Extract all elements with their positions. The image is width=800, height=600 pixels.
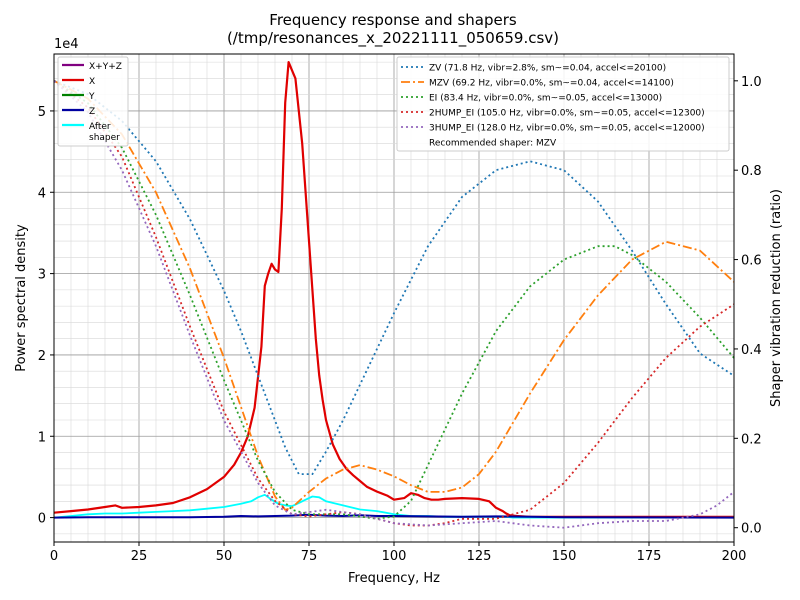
y-tick-label: 0 <box>38 512 46 527</box>
y-tick-label: 4 <box>38 186 46 201</box>
x-tick-label: 125 <box>467 549 492 564</box>
y-right-tick-label: 0.4 <box>741 343 762 358</box>
series-line-x <box>53 60 734 518</box>
x-tick-label: 75 <box>301 549 318 564</box>
x-tick-label: 175 <box>637 549 662 564</box>
y-right-axis-label: Shaper vibration reduction (ratio) <box>769 189 784 407</box>
x-tick-label: 150 <box>552 549 577 564</box>
y-right-tick-label: 0.6 <box>741 254 762 269</box>
legend-right-label: 3HUMP_EI (128.0 Hz, vibr=0.0%, sm~=0.05,… <box>429 124 705 134</box>
x-tick-label: 200 <box>722 549 747 564</box>
legend-right: ZV (71.8 Hz, vibr=2.8%, sm~=0.04, accel<… <box>396 56 730 152</box>
y-right-tick-label: 0.8 <box>741 164 762 179</box>
y-right-tick-label: 0.2 <box>741 432 762 447</box>
series-line-z <box>53 513 735 519</box>
y-axis-label: Power spectral density <box>14 224 29 372</box>
x-tick-label: 100 <box>382 549 407 564</box>
y-right-tick-label: 0.0 <box>741 522 762 537</box>
legend-right-label: MZV (69.2 Hz, vibr=0.0%, sm~=0.04, accel… <box>429 79 674 89</box>
axis-ticks: 0 25 50 75 100 125 150 175 200 0 1 2 3 4 5 0.0 0.2 0.4 0.6… <box>38 75 762 564</box>
legend-right-label: Recommended shaper: MZV <box>429 139 557 149</box>
series-line-3hump-ei <box>53 80 735 529</box>
x-tick-label: 25 <box>131 549 148 564</box>
y-tick-label: 5 <box>38 105 46 120</box>
x-tick-label: 0 <box>50 549 58 564</box>
y-tick-label: 1 <box>38 430 46 445</box>
y-multiplier: 1e4 <box>54 37 79 52</box>
series-layer <box>53 60 735 529</box>
series-line-ei <box>53 80 735 520</box>
chart-subtitle: (/tmp/resonances_x_20221111_050659.csv) <box>227 29 559 48</box>
legend-left-label: After <box>89 122 111 132</box>
chart-title: Frequency response and shapers <box>269 11 517 29</box>
legend-left-label: Z <box>89 107 95 117</box>
legend-left-label: Y <box>88 92 95 102</box>
y-right-tick-label: 1.0 <box>741 75 762 90</box>
series-line-mzv <box>53 80 735 511</box>
y-tick-label: 3 <box>38 268 46 283</box>
legend-left-label: shaper <box>89 133 120 143</box>
legend-right-label: ZV (71.8 Hz, vibr=2.8%, sm~=0.04, accel<… <box>429 64 666 74</box>
y-tick-label: 2 <box>38 349 46 364</box>
legend-right-frame <box>396 56 730 152</box>
series-line-2hump-ei <box>53 80 735 527</box>
x-tick-label: 50 <box>216 549 233 564</box>
legend-left-label: X <box>89 77 95 87</box>
legend-right-label: EI (83.4 Hz, vibr=0.0%, sm~=0.05, accel<… <box>429 94 662 104</box>
x-axis-label: Frequency, Hz <box>348 571 440 586</box>
legend-right-label: 2HUMP_EI (105.0 Hz, vibr=0.0%, sm~=0.05,… <box>429 109 705 119</box>
legend-left-label: X+Y+Z <box>89 62 122 72</box>
